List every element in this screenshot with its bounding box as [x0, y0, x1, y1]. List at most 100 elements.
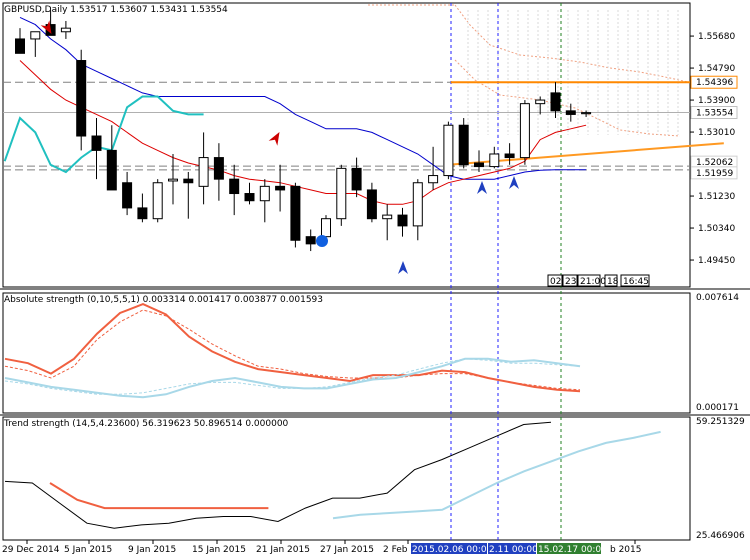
candle-body: [535, 99, 546, 105]
date-tag-box: [537, 543, 601, 554]
candle: [565, 103, 576, 122]
candle: [229, 164, 240, 216]
time-label: b 2015: [610, 545, 641, 555]
candle: [137, 193, 148, 223]
date-tag-text: 15.02.17 00:00: [538, 545, 607, 555]
candle-body: [474, 162, 484, 168]
date-tag-text: 2.11 00:00: [489, 545, 538, 555]
date-tag-box: [411, 543, 487, 554]
time-box-text: 21:00: [580, 277, 606, 287]
candle-body: [565, 110, 576, 115]
candle: [305, 229, 316, 252]
candle: [244, 182, 255, 205]
candle-body: [183, 178, 194, 184]
ts-series-2: [49, 482, 269, 510]
signal-dot-icon: [316, 235, 328, 247]
candle-body: [321, 218, 331, 238]
time-box: 23:: [562, 274, 579, 287]
panel-frames: [0, 2, 750, 541]
candle: [535, 96, 546, 115]
date-tag: 2.11 00:00: [488, 543, 538, 555]
candle: [106, 125, 117, 191]
price-label: 1.53900: [698, 96, 735, 106]
candle: [550, 82, 561, 119]
candle-body: [198, 157, 209, 187]
as-title: Absolute strength (0,10,5,5,1) 0.003314 …: [4, 295, 323, 305]
level-tag: 1.52062: [690, 155, 738, 169]
candle: [489, 146, 500, 169]
date-tag-text: 2015.02.06 00:00: [412, 545, 493, 555]
price-axis: 1.55680 1.54790 1.53900 1.53010 1.51230 1.503…: [690, 32, 738, 266]
candle-body: [519, 103, 530, 159]
sell-arrow-icon-shape: [40, 20, 52, 35]
current-price-tag-box: [690, 106, 738, 120]
tenkan-line: [19, 60, 587, 205]
candle-body: [458, 124, 469, 166]
candle: [366, 182, 377, 223]
candle: [474, 150, 484, 172]
level-tag-text: 1.52062: [696, 158, 733, 168]
candle-body: [244, 193, 255, 202]
candle-body: [581, 112, 592, 115]
time-box-text: 02:: [550, 277, 564, 287]
trend-strength-lines: [4, 421, 661, 529]
candle: [504, 143, 515, 165]
date-tag: 2015.02.06 00:00: [411, 543, 493, 555]
time-box-frame: [620, 274, 650, 287]
current-price-tag-text: 1.53554: [696, 109, 733, 119]
main-panel-frame: [2, 2, 691, 288]
candle-body: [397, 214, 408, 227]
candle: [91, 118, 102, 180]
ts-title: Trend strength (14,5,4.23600) 56.319623 …: [3, 419, 289, 429]
time-box-frame: [562, 274, 578, 287]
time-label: 27 Jan 2015: [320, 545, 374, 555]
ichimoku-lines: [3, 16, 587, 205]
candle: [581, 110, 592, 117]
level-tag-box: [690, 75, 738, 89]
time-box-text: 16:45: [623, 277, 649, 287]
candle: [15, 28, 25, 54]
sell-arrow-icon-shape: [268, 131, 280, 146]
candle-body: [76, 60, 87, 137]
current-price-tag: 1.53554: [690, 106, 738, 120]
candle: [428, 146, 439, 190]
time-box-frame: [604, 274, 618, 287]
candle: [351, 157, 362, 198]
buy-arrow-icon: [398, 261, 408, 274]
candle: [168, 153, 178, 205]
as-series-2: [4, 309, 581, 391]
candle: [275, 164, 286, 212]
candle: [443, 121, 454, 180]
time-boxes: 02: 23: 21:00 18 16:45: [547, 274, 650, 287]
as-panel-frame: [2, 292, 691, 414]
candle: [290, 182, 301, 248]
as-series-3: [4, 357, 581, 399]
time-box: 18: [604, 274, 619, 287]
sell-arrow-icon: [268, 131, 280, 146]
main-title: GBPUSD,Daily 1.53517 1.53607 1.53431 1.5…: [4, 5, 228, 15]
as-series-4: [4, 358, 581, 395]
level-tag-box: [690, 166, 738, 180]
time-axis: 29 Dec 2014 5 Jan 2015 9 Jan 2015 15 Jan 20…: [2, 540, 641, 555]
candle-body: [412, 182, 423, 227]
buy-arrow-icon-shape: [477, 181, 487, 194]
candle: [259, 179, 270, 223]
price-label: 1.55680: [698, 32, 735, 42]
candle: [30, 31, 41, 57]
candle-body: [229, 178, 240, 195]
candle: [336, 164, 347, 226]
candle-body: [30, 31, 41, 40]
sub-axis-label: 0.007614: [696, 293, 739, 303]
date-tag-box: [488, 543, 536, 554]
candle-body: [259, 185, 270, 202]
time-label: 29 Dec 2014: [2, 545, 60, 555]
candle-body: [91, 135, 102, 151]
sub-panel-labels: 0.007614 0.000171 59.251329 25.466906: [696, 293, 745, 541]
candle: [60, 20, 71, 39]
candle-body: [168, 178, 178, 182]
candle: [397, 207, 408, 237]
candle: [412, 179, 423, 241]
date-tags: 2015.02.06 00:002.11 00:00 15.02.17 00:00: [411, 543, 607, 555]
chikou-line: [3, 95, 204, 174]
cloud-span-a: [454, 4, 689, 83]
